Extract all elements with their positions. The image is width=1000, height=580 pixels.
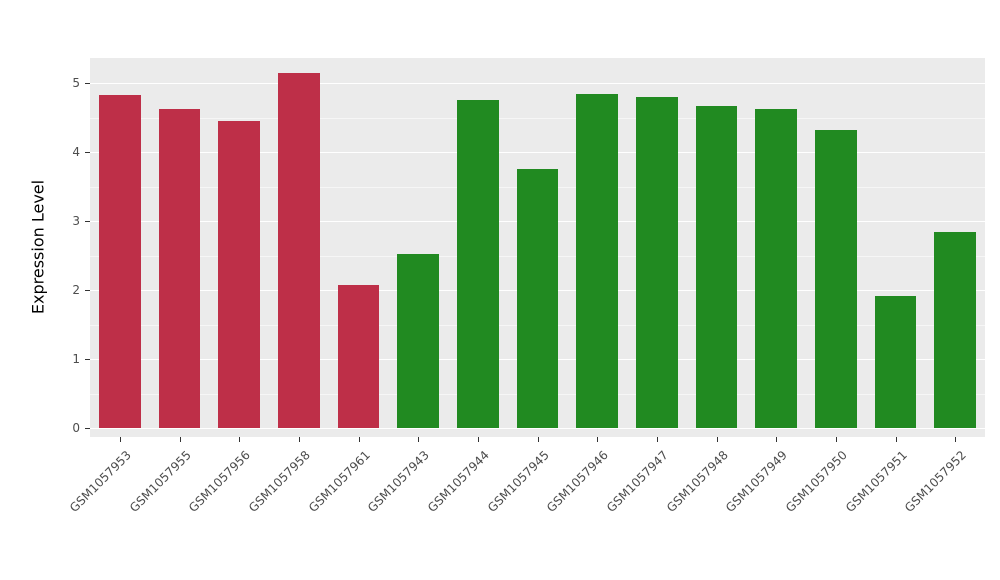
y-tick-label: 0: [72, 421, 80, 436]
bar-GSM1057955: [158, 108, 201, 429]
y-tick-mark: [85, 290, 90, 292]
y-tick-label: 3: [72, 214, 80, 229]
x-tick-mark: [835, 437, 837, 442]
bar-GSM1057961: [337, 285, 380, 429]
bar-GSM1057952: [934, 232, 977, 429]
x-tick-label-GSM1057958: GSM1057958: [245, 448, 313, 515]
bar-GSM1057948: [695, 106, 738, 429]
x-tick-label-GSM1057943: GSM1057943: [365, 448, 433, 515]
bar-GSM1057944: [456, 100, 499, 429]
y-axis-title: Expression Level: [28, 179, 48, 315]
bar-GSM1057949: [755, 108, 798, 429]
plot-panel: [90, 58, 985, 437]
x-tick-label-GSM1057955: GSM1057955: [126, 448, 194, 515]
x-tick-mark: [179, 437, 181, 442]
bar-GSM1057951: [874, 295, 917, 429]
major-gridline: [90, 152, 985, 154]
x-tick-label-GSM1057950: GSM1057950: [782, 448, 850, 515]
x-tick-label-GSM1057944: GSM1057944: [424, 448, 492, 515]
x-tick-mark: [716, 437, 718, 442]
major-gridline: [90, 83, 985, 85]
x-tick-mark: [239, 437, 241, 442]
x-tick-label-GSM1057945: GSM1057945: [484, 448, 552, 515]
x-tick-mark: [776, 437, 778, 442]
x-tick-mark: [537, 437, 539, 442]
x-tick-label-GSM1057961: GSM1057961: [305, 448, 373, 515]
x-tick-label-GSM1057948: GSM1057948: [663, 448, 731, 515]
y-tick-mark: [85, 428, 90, 430]
x-tick-label-GSM1057951: GSM1057951: [842, 448, 910, 515]
bar-GSM1057950: [814, 129, 857, 429]
bar-GSM1057958: [277, 73, 320, 429]
x-tick-mark: [955, 437, 957, 442]
y-tick-label: 5: [72, 76, 80, 91]
bar-GSM1057945: [516, 168, 559, 429]
bar-GSM1057946: [576, 93, 619, 429]
bar-GSM1057947: [635, 97, 678, 429]
x-tick-label-GSM1057949: GSM1057949: [723, 448, 791, 515]
minor-gridline: [90, 117, 985, 119]
x-tick-mark: [119, 437, 121, 442]
y-tick-label: 2: [72, 283, 80, 298]
y-tick-mark: [85, 221, 90, 223]
x-tick-mark: [597, 437, 599, 442]
bar-GSM1057956: [218, 121, 261, 429]
x-tick-label-GSM1057956: GSM1057956: [186, 448, 254, 515]
x-tick-mark: [895, 437, 897, 442]
x-tick-mark: [418, 437, 420, 442]
y-tick-label: 4: [72, 145, 80, 160]
major-gridline: [90, 428, 985, 430]
x-tick-mark: [656, 437, 658, 442]
bar-GSM1057953: [98, 95, 141, 429]
x-tick-mark: [298, 437, 300, 442]
x-tick-mark: [358, 437, 360, 442]
x-tick-label-GSM1057953: GSM1057953: [66, 448, 134, 515]
y-tick-mark: [85, 152, 90, 154]
x-tick-label-GSM1057952: GSM1057952: [902, 448, 970, 515]
y-tick-label: 1: [72, 352, 80, 367]
x-tick-label-GSM1057946: GSM1057946: [544, 448, 612, 515]
y-tick-mark: [85, 83, 90, 85]
x-tick-label-GSM1057947: GSM1057947: [603, 448, 671, 515]
bar-GSM1057943: [397, 254, 440, 429]
x-tick-mark: [477, 437, 479, 442]
y-tick-mark: [85, 359, 90, 361]
